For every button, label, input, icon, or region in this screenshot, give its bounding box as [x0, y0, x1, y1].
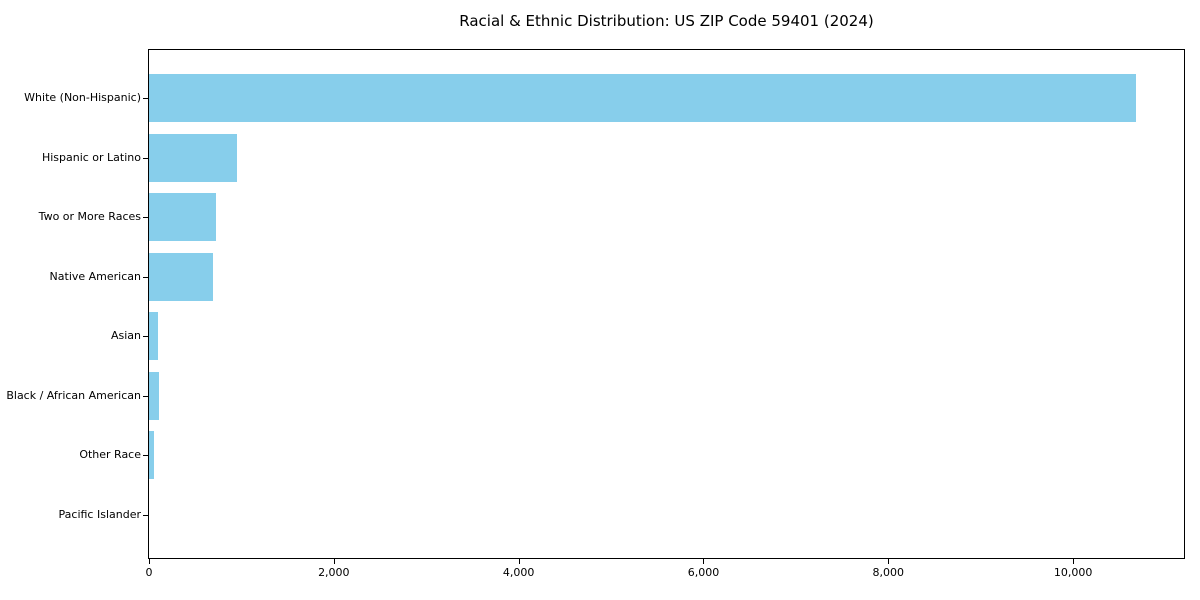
- y-tick-mark: [143, 276, 148, 278]
- x-tick-label: 10,000: [1053, 566, 1093, 579]
- y-tick-mark: [143, 217, 148, 219]
- y-tick-label: Other Race: [79, 448, 141, 462]
- x-tick-mark: [333, 559, 335, 564]
- x-tick-label: 0: [145, 566, 153, 579]
- bar-white-non-hispanic: [149, 74, 1136, 122]
- bar-native-american: [149, 252, 213, 301]
- x-tick-label: 4,000: [502, 566, 535, 579]
- x-tick-mark: [1073, 559, 1075, 564]
- x-tick-label: 8,000: [872, 566, 905, 579]
- bar-asian: [149, 312, 158, 361]
- bar-other-race: [149, 431, 154, 480]
- y-tick-mark: [143, 336, 148, 338]
- y-tick-label: White (Non-Hispanic): [24, 91, 141, 104]
- x-tick-mark: [888, 559, 890, 564]
- bar-two-or-more-races: [149, 193, 216, 242]
- x-tick-mark: [518, 559, 520, 564]
- y-tick-label: Two or More Races: [38, 210, 141, 224]
- y-tick-label: Native American: [49, 269, 141, 283]
- plot-area: [148, 49, 1185, 559]
- y-tick-mark: [143, 455, 148, 457]
- bar-hispanic-or-latino: [149, 133, 237, 182]
- y-tick-label: Hispanic or Latino: [41, 150, 141, 164]
- x-tick-label: 6,000: [687, 566, 720, 579]
- x-tick-mark: [703, 559, 705, 564]
- y-tick-mark: [143, 514, 148, 516]
- bar-black-african-american: [149, 371, 159, 420]
- y-tick-mark: [143, 157, 148, 159]
- y-tick-label: Black / African American: [6, 388, 141, 402]
- y-tick-mark: [143, 98, 148, 99]
- y-tick-label: Asian: [110, 329, 141, 343]
- x-tick-mark: [149, 559, 150, 564]
- y-tick-label: Pacific Islander: [58, 507, 141, 521]
- chart-title: Racial & Ethnic Distribution: US ZIP Cod…: [459, 12, 874, 30]
- y-tick-mark: [143, 395, 148, 397]
- x-tick-label: 2,000: [318, 566, 350, 579]
